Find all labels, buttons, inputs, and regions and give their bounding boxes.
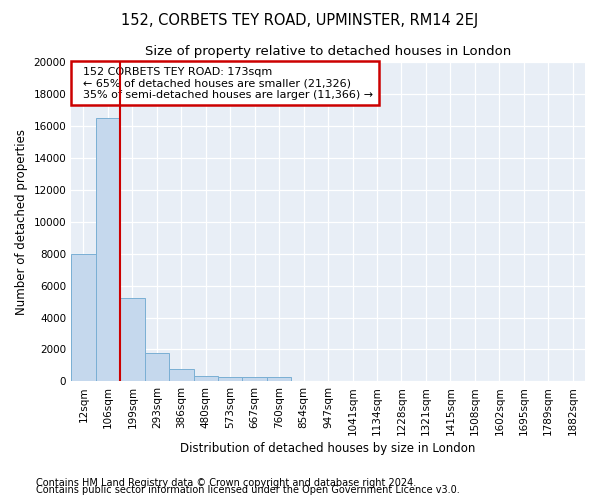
Y-axis label: Number of detached properties: Number of detached properties [15, 128, 28, 314]
Title: Size of property relative to detached houses in London: Size of property relative to detached ho… [145, 45, 511, 58]
Bar [145, 352, 169, 382]
Bar [242, 376, 267, 382]
Text: 152, CORBETS TEY ROAD, UPMINSTER, RM14 2EJ: 152, CORBETS TEY ROAD, UPMINSTER, RM14 2… [121, 12, 479, 28]
Bar [218, 376, 242, 382]
Bar [194, 376, 218, 382]
Bar [267, 376, 292, 382]
X-axis label: Distribution of detached houses by size in London: Distribution of detached houses by size … [181, 442, 476, 455]
Bar [95, 118, 120, 382]
Bar [169, 368, 194, 382]
Text: Contains HM Land Registry data © Crown copyright and database right 2024.: Contains HM Land Registry data © Crown c… [36, 478, 416, 488]
Text: Contains public sector information licensed under the Open Government Licence v3: Contains public sector information licen… [36, 485, 460, 495]
Bar [71, 254, 95, 382]
Bar [120, 298, 145, 382]
Text: 152 CORBETS TEY ROAD: 173sqm
  ← 65% of detached houses are smaller (21,326)
  3: 152 CORBETS TEY ROAD: 173sqm ← 65% of de… [76, 66, 373, 100]
